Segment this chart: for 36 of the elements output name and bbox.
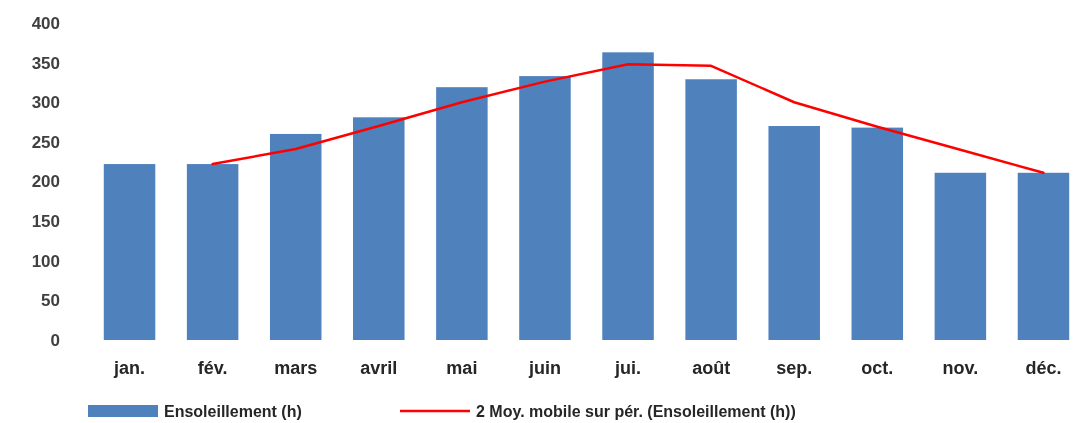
bar	[436, 87, 488, 340]
y-tick-label: 350	[31, 53, 60, 73]
y-tick-label: 200	[31, 172, 60, 192]
x-tick-label: avril	[360, 358, 398, 378]
x-tick-label: sep.	[776, 358, 813, 378]
y-tick-label: 0	[50, 330, 60, 350]
y-tick-label: 250	[31, 132, 60, 152]
x-tick-label: août	[692, 358, 731, 378]
bar	[602, 52, 654, 340]
bar	[685, 79, 737, 340]
x-tick-label: jui.	[614, 358, 642, 378]
x-tick-label: jan.	[113, 358, 146, 378]
bar	[353, 117, 405, 340]
x-tick-label: mai	[446, 358, 478, 378]
bar	[519, 76, 571, 340]
bar	[103, 164, 156, 340]
bar	[1017, 172, 1070, 340]
legend-label: 2 Moy. mobile sur pér. (Ensoleillement (h))	[476, 402, 796, 420]
x-tick-label: juin	[527, 358, 561, 378]
y-tick-label: 400	[31, 13, 60, 33]
bar	[851, 127, 904, 340]
x-tick-label: mars	[274, 358, 318, 378]
x-tick-label: déc.	[1025, 358, 1062, 378]
x-tick-label: fév.	[197, 358, 228, 378]
line-series	[211, 62, 1045, 175]
bar	[269, 133, 322, 340]
bar	[186, 164, 239, 340]
bar	[934, 172, 987, 340]
legend-label: Ensoleillement (h)	[164, 402, 302, 420]
y-tick-label: 150	[31, 212, 60, 232]
y-tick-label: 300	[31, 93, 60, 113]
bar	[768, 126, 820, 340]
x-tick-label: nov.	[942, 358, 979, 378]
y-tick-label: 100	[31, 251, 60, 271]
x-tick-label: oct.	[861, 358, 894, 378]
y-tick-label: 50	[41, 291, 60, 311]
